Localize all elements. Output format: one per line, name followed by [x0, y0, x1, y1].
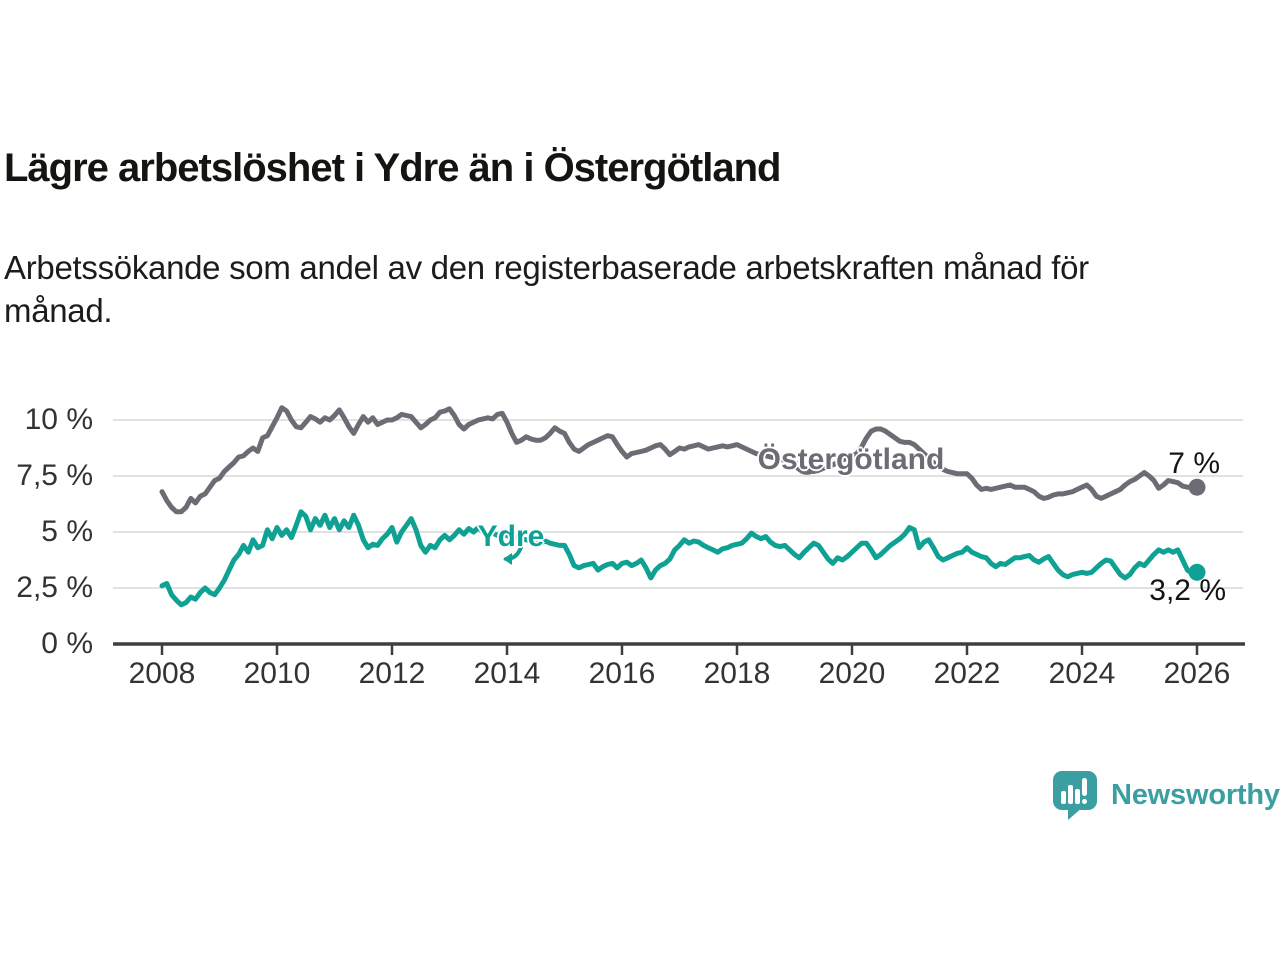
ostergotland-label-arrow-icon [794, 465, 820, 475]
x-tick-2014: 2014 [473, 657, 541, 690]
subtitle-line-2: månad. [4, 292, 113, 329]
gridlines [113, 419, 1243, 589]
series-label-ostergotland: Östergötland [757, 443, 945, 476]
chart-canvas [113, 405, 1245, 655]
x-tick-2016: 2016 [588, 657, 656, 690]
x-tick-2020: 2020 [818, 657, 886, 690]
series-lines [159, 405, 1206, 608]
x-axis [113, 642, 1245, 655]
y-tick-7-5: 7,5 % [16, 459, 93, 492]
x-axis-ticks [160, 645, 1199, 655]
end-dot-ydre [1188, 563, 1206, 581]
x-tick-2010: 2010 [243, 657, 311, 690]
unemployment-line-chart: 10 % 7,5 % 5 % 2,5 % 0 % 2008 2010 2012 … [0, 380, 1280, 720]
ydre-label-arrowhead-icon [503, 553, 512, 565]
y-tick-5: 5 % [41, 515, 93, 548]
subtitle-line-1: Arbetssökande som andel av den registerb… [4, 249, 1089, 286]
y-tick-10: 10 % [24, 403, 93, 436]
newsworthy-logo-text: Newsworthy [1111, 778, 1280, 811]
x-tick-2026: 2026 [1163, 657, 1231, 690]
x-tick-2018: 2018 [703, 657, 771, 690]
end-dot-östergötland [1188, 478, 1206, 496]
series-label-ydre: Ydre [477, 520, 545, 553]
y-tick-0: 0 % [41, 627, 93, 660]
y-tick-2-5: 2,5 % [16, 571, 93, 604]
x-tick-2024: 2024 [1048, 657, 1116, 690]
line-östergötland [159, 405, 1200, 515]
logo-bar-chart-glyph [1061, 778, 1087, 804]
label-pointer-arrows [503, 465, 820, 565]
x-tick-2012: 2012 [358, 657, 426, 690]
x-tick-2008: 2008 [128, 657, 196, 690]
line-ydre [159, 509, 1200, 608]
end-value-label-ydre: 3,2 % [1149, 574, 1226, 607]
end-value-label-ostergotland: 7 % [1168, 447, 1220, 480]
page-title: Lägre arbetslöshet i Ydre än i Östergötl… [4, 146, 781, 190]
chart-subtitle: Arbetssökande som andel av den registerb… [4, 246, 1089, 332]
newsworthy-logo[interactable]: Newsworthy [1052, 770, 1280, 820]
x-tick-2022: 2022 [933, 657, 1001, 690]
newsworthy-logo-icon [1053, 771, 1097, 820]
